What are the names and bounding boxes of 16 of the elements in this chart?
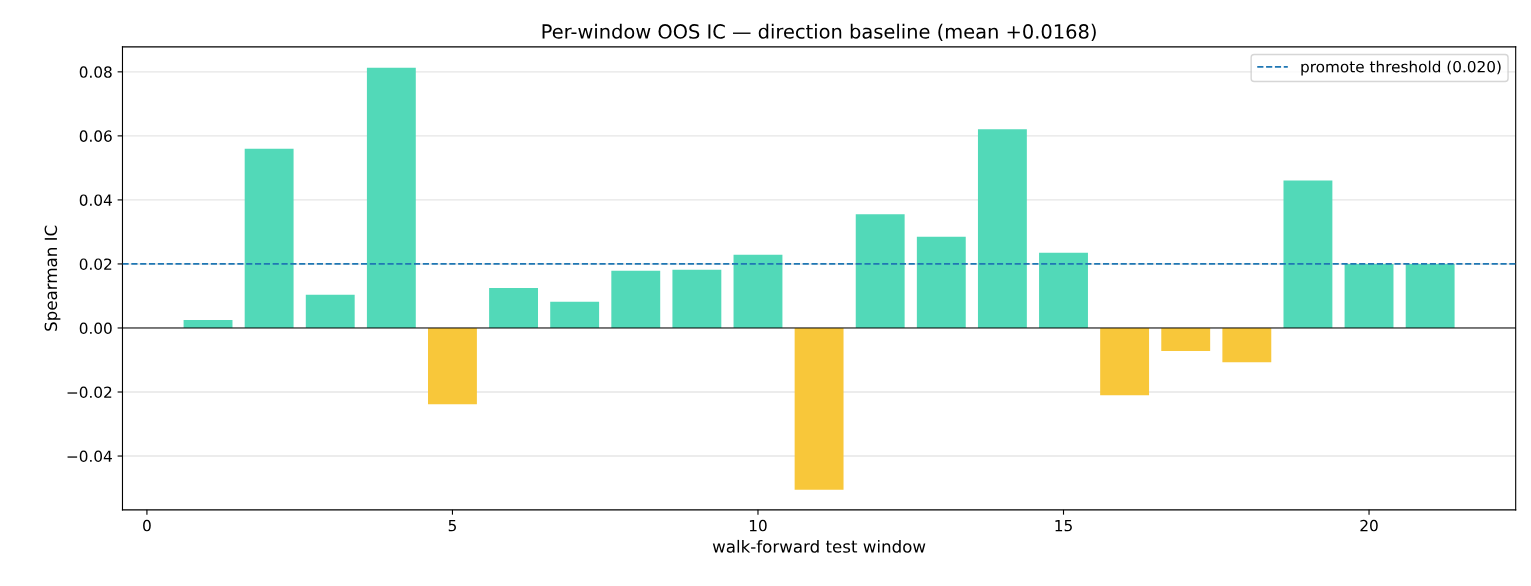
x-tick-label: 5 <box>448 520 456 532</box>
y-axis-title: Spearman IC <box>44 225 61 331</box>
y-tick-label: −0.02 <box>67 386 112 399</box>
x-axis-title: walk-forward test window <box>712 539 926 553</box>
x-tick-label: 10 <box>749 519 767 532</box>
y-tick-label: 0.04 <box>79 194 112 206</box>
x-tick-label: 15 <box>1055 520 1072 532</box>
y-tick-label: 0.06 <box>79 130 112 142</box>
y-tick-label: −0.04 <box>67 450 112 463</box>
legend-label: promote threshold (0.020) <box>1301 60 1501 76</box>
x-tick-label: 0 <box>143 519 151 532</box>
y-tick-label: 0.02 <box>79 258 112 270</box>
chart-title: Per-window OOS IC — direction baseline (mean +0.0168) <box>542 23 1096 42</box>
x-tick-label: 20 <box>1360 519 1378 532</box>
y-tick-label: 0.08 <box>79 66 112 78</box>
y-tick-label: 0.00 <box>79 322 112 334</box>
